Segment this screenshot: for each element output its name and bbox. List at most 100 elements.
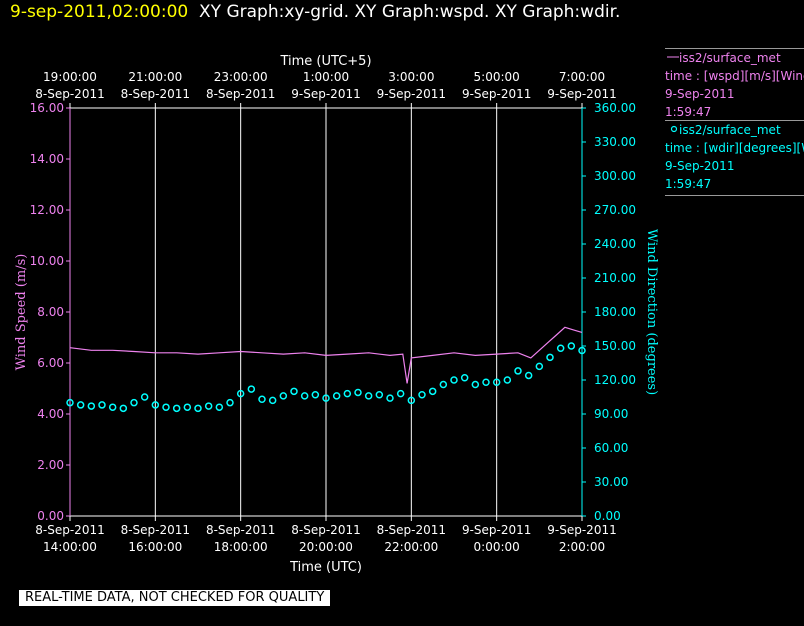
top-tick-time: 1:00:00 bbox=[303, 70, 349, 84]
legend-wspd: iss2/surface_met time : [wspd][m/s][Wind… bbox=[665, 48, 804, 121]
data-point-wdir bbox=[407, 396, 416, 405]
data-point-wdir bbox=[514, 367, 522, 375]
data-point-wdir bbox=[183, 403, 192, 411]
bottom-tick-time: 14:00:00 bbox=[43, 540, 97, 554]
left-tick-label: 0.00 bbox=[37, 509, 64, 523]
right-tick-label: 330.00 bbox=[594, 135, 636, 149]
bottom-tick-date: 8-Sep-2011 bbox=[377, 523, 446, 537]
data-point-wdir bbox=[439, 380, 448, 389]
data-point-wdir bbox=[140, 393, 149, 401]
right-tick-label: 0.00 bbox=[594, 509, 621, 523]
bottom-tick-time: 2:00:00 bbox=[559, 540, 605, 554]
data-point-wdir bbox=[300, 392, 309, 400]
right-tick-label: 270.00 bbox=[594, 203, 636, 217]
right-tick-label: 240.00 bbox=[594, 237, 636, 251]
top-tick-date: 9-Sep-2011 bbox=[291, 87, 360, 101]
y-axis-title-left: Wind Speed (m/s) bbox=[14, 254, 29, 371]
top-tick-date: 9-Sep-2011 bbox=[462, 87, 531, 101]
data-point-wdir bbox=[524, 371, 533, 380]
data-point-wdir bbox=[290, 387, 298, 396]
bottom-tick-date: 9-Sep-2011 bbox=[462, 523, 531, 537]
bottom-tick-time: 20:00:00 bbox=[299, 540, 353, 554]
data-point-wdir bbox=[418, 390, 426, 399]
data-point-wdir bbox=[332, 392, 341, 400]
left-tick-label: 6.00 bbox=[37, 356, 64, 370]
data-point-wdir bbox=[386, 394, 394, 402]
left-tick-label: 14.00 bbox=[30, 152, 64, 166]
bottom-tick-date: 8-Sep-2011 bbox=[206, 523, 275, 537]
series-line-wspd bbox=[69, 326, 583, 384]
data-point-wdir bbox=[375, 390, 384, 399]
top-tick-date: 9-Sep-2011 bbox=[547, 87, 616, 101]
data-point-wdir bbox=[268, 396, 277, 405]
bottom-tick-date: 8-Sep-2011 bbox=[35, 523, 104, 537]
right-tick-label: 60.00 bbox=[594, 441, 628, 455]
data-point-wdir bbox=[556, 344, 565, 353]
data-point-wdir bbox=[87, 402, 96, 410]
graph-title: 9-sep-2011,02:00:00 XY Graph:xy-grid. XY… bbox=[10, 2, 620, 22]
top-tick-date: 8-Sep-2011 bbox=[35, 87, 104, 101]
data-point-wdir bbox=[450, 376, 458, 384]
bottom-tick-date: 8-Sep-2011 bbox=[121, 523, 190, 537]
data-point-wdir bbox=[546, 353, 554, 362]
data-point-wdir bbox=[98, 401, 106, 409]
legend-wspd-variable: time : [wspd][m/s][Wind bbox=[665, 69, 804, 83]
top-tick-time: 3:00:00 bbox=[388, 70, 434, 84]
data-point-wdir bbox=[492, 378, 501, 387]
legend-wdir: iss2/surface_met time : [wdir][degrees][… bbox=[665, 120, 804, 196]
left-tick-label: 2.00 bbox=[37, 458, 64, 472]
right-tick-label: 120.00 bbox=[594, 373, 636, 387]
right-tick-label: 150.00 bbox=[594, 339, 636, 353]
data-point-wdir bbox=[236, 389, 245, 398]
data-point-wdir bbox=[76, 401, 85, 409]
legend-wdir-source: iss2/surface_met bbox=[679, 123, 781, 137]
data-point-wdir bbox=[215, 403, 224, 411]
graph-timestamp: 9-sep-2011,02:00:00 bbox=[10, 2, 189, 22]
data-point-wdir bbox=[567, 342, 576, 350]
legend-wspd-source: iss2/surface_met bbox=[679, 51, 781, 65]
right-tick-label: 30.00 bbox=[594, 475, 628, 489]
data-point-wdir bbox=[343, 389, 352, 398]
data-point-wdir bbox=[194, 404, 202, 413]
top-tick-date: 8-Sep-2011 bbox=[121, 87, 190, 101]
data-point-wdir bbox=[311, 390, 320, 399]
x-axis-title: Time (UTC) bbox=[289, 560, 362, 575]
data-point-wdir bbox=[578, 346, 586, 355]
data-point-wdir bbox=[172, 404, 181, 413]
top-tick-time: 7:00:00 bbox=[559, 70, 605, 84]
data-point-wdir bbox=[322, 394, 330, 402]
legend-wspd-date: 9-Sep-2011 bbox=[665, 87, 735, 101]
right-tick-label: 300.00 bbox=[594, 169, 636, 183]
y-axis-title-right: Wind Direction (degrees) bbox=[644, 229, 659, 395]
left-tick-label: 4.00 bbox=[37, 407, 64, 421]
left-tick-label: 8.00 bbox=[37, 305, 64, 319]
top-tick-date: 9-Sep-2011 bbox=[377, 87, 446, 101]
data-point-wdir bbox=[503, 376, 512, 384]
data-point-wdir bbox=[460, 373, 469, 382]
graph-list: XY Graph:xy-grid. XY Graph:wspd. XY Grap… bbox=[199, 2, 621, 22]
legend-wspd-time: 1:59:47 bbox=[665, 105, 712, 119]
right-tick-label: 210.00 bbox=[594, 271, 636, 285]
data-point-wdir bbox=[428, 387, 437, 396]
data-point-wdir bbox=[258, 395, 266, 404]
data-point-wdir bbox=[535, 362, 544, 371]
top-tick-time: 21:00:00 bbox=[128, 70, 182, 84]
right-tick-label: 90.00 bbox=[594, 407, 628, 421]
data-point-wdir bbox=[482, 378, 490, 387]
data-point-wdir bbox=[226, 398, 234, 407]
left-tick-label: 10.00 bbox=[30, 254, 64, 268]
bottom-tick-time: 18:00:00 bbox=[214, 540, 268, 554]
legend-circle-marker bbox=[670, 125, 678, 133]
top-tick-time: 19:00:00 bbox=[43, 70, 97, 84]
bottom-tick-date: 9-Sep-2011 bbox=[547, 523, 616, 537]
data-point-wdir bbox=[162, 403, 170, 411]
quality-disclaimer: REAL-TIME DATA, NOT CHECKED FOR QUALITY bbox=[19, 590, 331, 606]
data-point-wdir bbox=[396, 389, 405, 398]
top-axis-title: Time (UTC+5) bbox=[279, 54, 371, 69]
data-point-wdir bbox=[354, 388, 362, 397]
data-point-wdir bbox=[247, 385, 256, 393]
right-tick-label: 180.00 bbox=[594, 305, 636, 319]
legend-wdir-variable: time : [wdir][degrees][W bbox=[665, 141, 804, 155]
legend-wdir-time: 1:59:47 bbox=[665, 177, 712, 191]
data-point-wdir bbox=[364, 392, 373, 400]
